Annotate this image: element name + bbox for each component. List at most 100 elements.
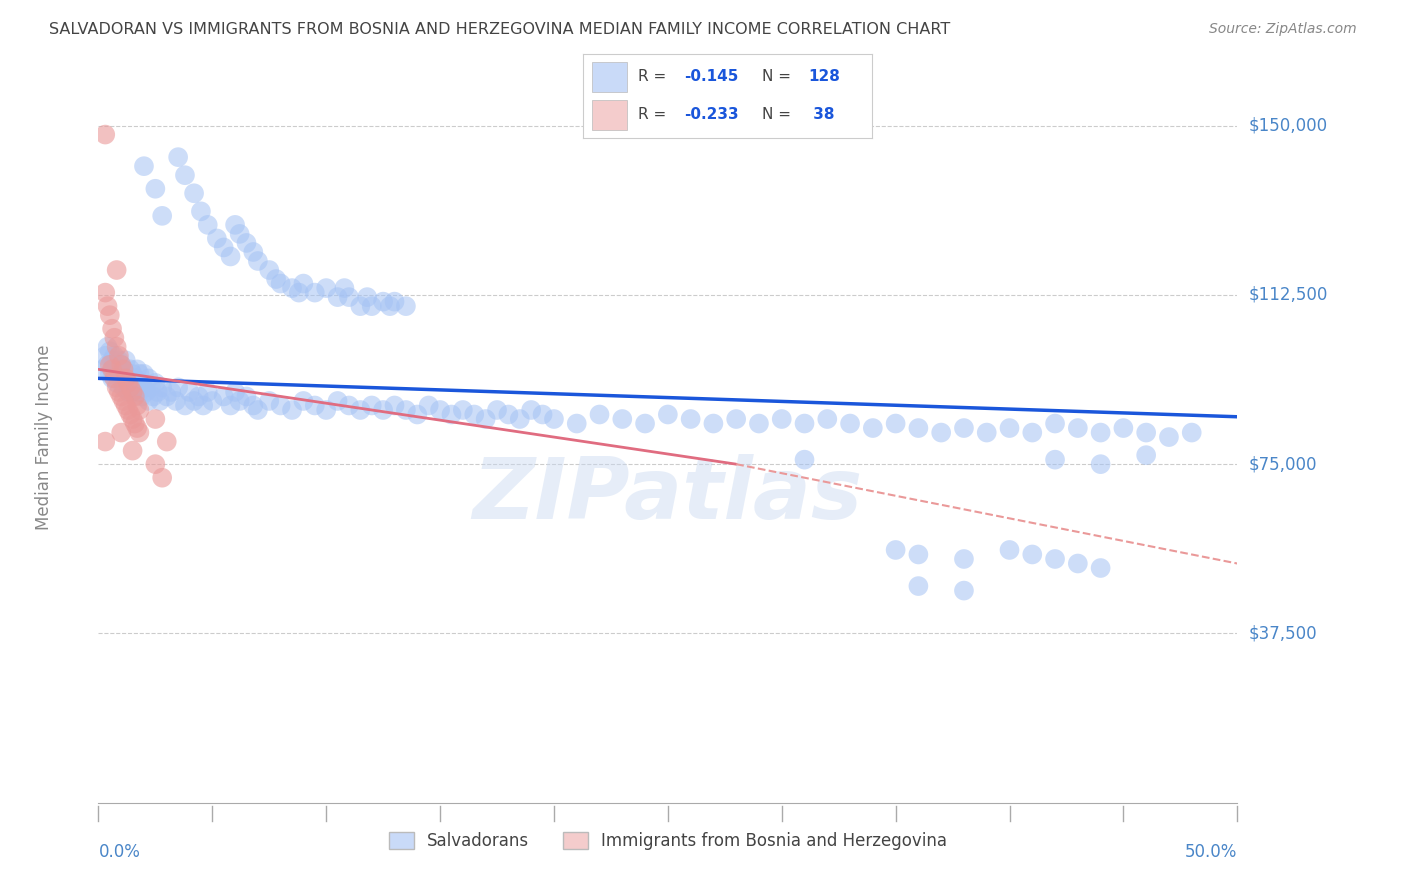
Point [117, 371, 139, 385]
Point [679, 412, 702, 426]
Point [101, 362, 124, 376]
Point [108, 353, 131, 368]
Point [127, 421, 149, 435]
Point [1067, 421, 1090, 435]
Point [418, 399, 440, 413]
Point [356, 290, 378, 304]
Point [228, 227, 250, 241]
Point [101, 371, 124, 385]
Point [406, 408, 429, 422]
Point [117, 384, 139, 399]
Point [953, 552, 976, 566]
Point [1043, 552, 1066, 566]
Point [907, 548, 929, 562]
Point [98, 358, 121, 372]
Point [748, 417, 770, 431]
Point [174, 399, 197, 413]
Point [224, 384, 246, 399]
Point [193, 399, 215, 413]
Point [259, 263, 281, 277]
Point [793, 417, 815, 431]
Point [96, 358, 118, 372]
Point [150, 209, 173, 223]
Point [884, 543, 907, 558]
Point [371, 403, 394, 417]
Point [292, 394, 315, 409]
Point [440, 408, 463, 422]
Point [105, 376, 128, 390]
Text: R =: R = [638, 107, 672, 122]
Point [114, 353, 136, 368]
Point [103, 371, 125, 385]
Point [326, 290, 349, 304]
Text: SALVADORAN VS IMMIGRANTS FROM BOSNIA AND HERZEGOVINA MEDIAN FAMILY INCOME CORREL: SALVADORAN VS IMMIGRANTS FROM BOSNIA AND… [49, 22, 950, 37]
Point [101, 322, 124, 336]
Point [1067, 557, 1090, 571]
Point [565, 417, 588, 431]
Point [112, 394, 135, 409]
Point [112, 380, 135, 394]
Point [384, 294, 406, 309]
Point [242, 399, 264, 413]
Point [498, 408, 520, 422]
Point [167, 380, 190, 394]
Point [179, 384, 201, 399]
Point [94, 285, 117, 300]
Point [862, 421, 884, 435]
Text: 38: 38 [808, 107, 835, 122]
Point [395, 403, 418, 417]
Point [201, 394, 224, 409]
Point [612, 412, 634, 426]
Point [360, 299, 382, 313]
Point [333, 281, 356, 295]
Point [315, 281, 337, 295]
Point [224, 218, 246, 232]
Point [337, 399, 360, 413]
Point [998, 543, 1021, 558]
Point [117, 376, 139, 390]
Point [270, 399, 292, 413]
Point [349, 403, 371, 417]
Point [292, 277, 315, 291]
Point [463, 408, 485, 422]
Point [264, 272, 287, 286]
Point [429, 403, 451, 417]
Legend: Salvadorans, Immigrants from Bosnia and Herzegovina: Salvadorans, Immigrants from Bosnia and … [382, 825, 953, 856]
Point [124, 417, 146, 431]
Point [953, 421, 976, 435]
Text: $150,000: $150,000 [1249, 117, 1327, 135]
Point [124, 371, 146, 385]
Point [509, 412, 531, 426]
Point [235, 235, 257, 250]
Text: ZIPatlas: ZIPatlas [472, 454, 863, 537]
Point [108, 384, 131, 399]
Point [120, 380, 142, 394]
Point [117, 403, 139, 417]
Point [145, 412, 167, 426]
Point [110, 358, 132, 372]
Point [114, 371, 136, 385]
Point [588, 408, 610, 422]
Point [929, 425, 952, 440]
Point [270, 277, 292, 291]
Point [132, 159, 155, 173]
Point [1135, 425, 1157, 440]
Text: Median Family Income: Median Family Income [35, 344, 53, 530]
Point [219, 399, 242, 413]
Point [1043, 452, 1066, 467]
Point [212, 389, 235, 403]
Point [384, 399, 406, 413]
Point [110, 425, 132, 440]
Point [150, 380, 173, 394]
Point [121, 367, 143, 381]
Point [105, 263, 128, 277]
Point [1021, 548, 1043, 562]
Point [907, 421, 929, 435]
Text: 50.0%: 50.0% [1185, 843, 1237, 861]
Point [139, 380, 162, 394]
Point [793, 452, 815, 467]
Point [101, 353, 124, 368]
Point [149, 394, 172, 409]
Point [1021, 425, 1043, 440]
Point [132, 367, 155, 381]
